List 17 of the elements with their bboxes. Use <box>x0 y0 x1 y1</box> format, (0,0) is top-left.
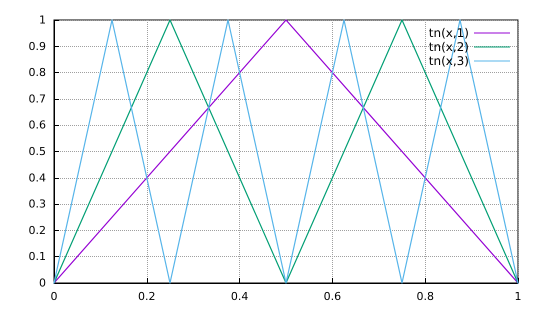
y-tick-label: 0.3 <box>28 198 46 211</box>
y-tick-label: 0.1 <box>28 250 46 264</box>
y-tick-label: 0.5 <box>28 145 46 158</box>
x-tick-label: 1 <box>514 290 522 303</box>
x-tick-label: 0.4 <box>230 290 248 303</box>
y-tick-label: 1 <box>39 14 46 26</box>
y-tick-label: 0.7 <box>28 92 46 106</box>
y-tick-label: 0.8 <box>28 66 46 80</box>
x-tick-label: 0.8 <box>416 290 434 303</box>
x-tick-label: 0.6 <box>324 290 342 303</box>
y-tick-label: 0.4 <box>28 171 46 184</box>
y-tick-label: 0 <box>39 276 46 290</box>
x-tick-label: 0 <box>50 290 58 303</box>
y-tick-label: 0.6 <box>28 118 46 132</box>
x-tick-label: 0.2 <box>138 290 156 303</box>
y-tick-label: 0.9 <box>28 40 46 53</box>
y-tick-label: 0.2 <box>28 224 46 237</box>
